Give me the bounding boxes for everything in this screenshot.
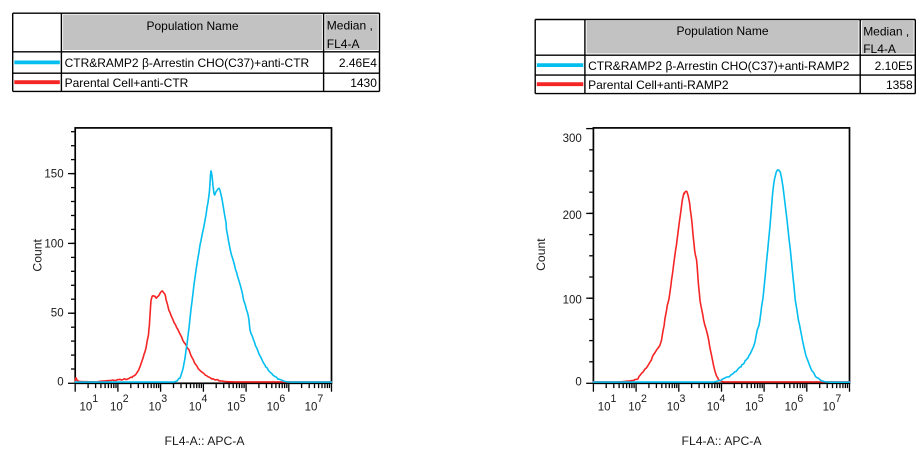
svg-text:150: 150 — [44, 168, 63, 180]
svg-text:CTR&RAMP2 β-Arrestin CHO(C37)+: CTR&RAMP2 β-Arrestin CHO(C37)+anti-RAMP2 — [588, 59, 850, 73]
svg-text:Parental Cell+anti-RAMP2: Parental Cell+anti-RAMP2 — [588, 78, 729, 92]
svg-text:2.10E5: 2.10E5 — [875, 59, 913, 73]
svg-text:CTR&RAMP2 β-Arrestin CHO(C37)+: CTR&RAMP2 β-Arrestin CHO(C37)+anti-CTR — [65, 56, 310, 70]
svg-text:300: 300 — [563, 133, 582, 145]
svg-text:0: 0 — [57, 376, 63, 388]
svg-text:0: 0 — [575, 376, 581, 388]
svg-text:2.46E4: 2.46E4 — [339, 56, 377, 70]
svg-text:Count: Count — [534, 238, 548, 271]
svg-text:Population Name: Population Name — [146, 19, 238, 33]
svg-text:FL4-A:: APC-A: FL4-A:: APC-A — [165, 434, 246, 448]
svg-text:100: 100 — [44, 239, 63, 251]
svg-text:Count: Count — [30, 238, 44, 271]
svg-text:Parental Cell+anti-CTR: Parental Cell+anti-CTR — [65, 76, 189, 90]
svg-text:200: 200 — [563, 210, 582, 222]
svg-text:FL4-A: FL4-A — [327, 37, 360, 51]
svg-text:Median ,: Median , — [327, 18, 373, 32]
svg-text:100: 100 — [563, 295, 582, 307]
svg-text:50: 50 — [51, 308, 64, 320]
svg-text:FL4-A: FL4-A — [863, 42, 896, 56]
svg-text:1430: 1430 — [350, 76, 377, 90]
svg-text:1358: 1358 — [886, 78, 913, 92]
svg-text:FL4-A:: APC-A: FL4-A:: APC-A — [682, 434, 763, 448]
svg-text:Median ,: Median , — [863, 25, 909, 39]
svg-text:Population Name: Population Name — [676, 24, 768, 38]
